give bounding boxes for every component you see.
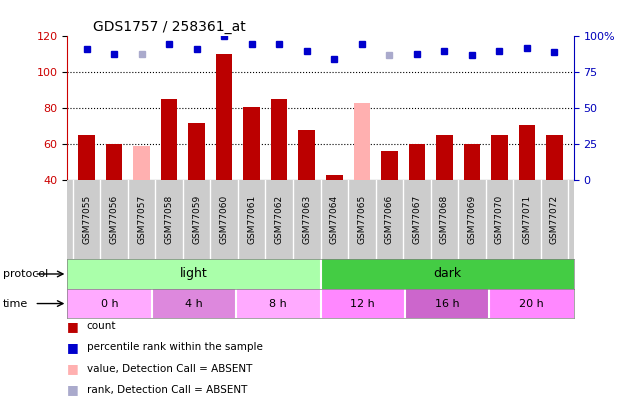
- Text: ■: ■: [67, 362, 79, 375]
- Bar: [236, 289, 320, 318]
- Bar: [381, 151, 397, 180]
- Text: GSM77064: GSM77064: [329, 195, 338, 244]
- Bar: [320, 289, 405, 318]
- Bar: [133, 146, 150, 180]
- Text: ■: ■: [67, 320, 79, 333]
- Bar: [271, 99, 287, 180]
- Bar: [67, 259, 320, 289]
- Text: GDS1757 / 258361_at: GDS1757 / 258361_at: [92, 20, 246, 34]
- Bar: [436, 135, 453, 180]
- Text: GSM77057: GSM77057: [137, 195, 146, 244]
- Text: percentile rank within the sample: percentile rank within the sample: [87, 343, 262, 352]
- Bar: [161, 99, 178, 180]
- Text: 20 h: 20 h: [519, 298, 544, 309]
- Text: ■: ■: [67, 341, 79, 354]
- Text: GSM77067: GSM77067: [412, 195, 421, 244]
- Text: time: time: [3, 298, 28, 309]
- Bar: [405, 289, 489, 318]
- Text: GSM77069: GSM77069: [467, 195, 476, 244]
- Bar: [326, 175, 342, 180]
- Text: GSM77061: GSM77061: [247, 195, 256, 244]
- Text: GSM77066: GSM77066: [385, 195, 394, 244]
- Bar: [463, 144, 480, 180]
- Text: GSM77065: GSM77065: [357, 195, 366, 244]
- Text: GSM77062: GSM77062: [275, 195, 284, 244]
- Text: GSM77060: GSM77060: [220, 195, 229, 244]
- Bar: [188, 123, 205, 180]
- Bar: [320, 259, 574, 289]
- Text: 4 h: 4 h: [185, 298, 203, 309]
- Bar: [408, 144, 425, 180]
- Bar: [152, 289, 236, 318]
- Text: count: count: [87, 322, 116, 331]
- Text: GSM77070: GSM77070: [495, 195, 504, 244]
- Text: light: light: [180, 267, 208, 281]
- Bar: [546, 135, 563, 180]
- Text: GSM77055: GSM77055: [82, 195, 91, 244]
- Text: GSM77071: GSM77071: [522, 195, 531, 244]
- Text: ■: ■: [67, 383, 79, 396]
- Text: GSM77063: GSM77063: [303, 195, 312, 244]
- Text: value, Detection Call = ABSENT: value, Detection Call = ABSENT: [87, 364, 252, 373]
- Text: 16 h: 16 h: [435, 298, 460, 309]
- Text: rank, Detection Call = ABSENT: rank, Detection Call = ABSENT: [87, 385, 247, 394]
- Bar: [519, 124, 535, 180]
- Text: 0 h: 0 h: [101, 298, 119, 309]
- Bar: [299, 130, 315, 180]
- Text: GSM77058: GSM77058: [165, 195, 174, 244]
- Text: GSM77072: GSM77072: [550, 195, 559, 244]
- Bar: [244, 107, 260, 180]
- Text: GSM77056: GSM77056: [110, 195, 119, 244]
- Bar: [67, 289, 152, 318]
- Text: dark: dark: [433, 267, 461, 281]
- Bar: [78, 135, 95, 180]
- Bar: [491, 135, 508, 180]
- Text: GSM77068: GSM77068: [440, 195, 449, 244]
- Text: 8 h: 8 h: [269, 298, 287, 309]
- Bar: [489, 289, 574, 318]
- Bar: [216, 54, 233, 180]
- Bar: [106, 144, 122, 180]
- Bar: [354, 103, 370, 180]
- Text: protocol: protocol: [3, 269, 49, 279]
- Text: GSM77059: GSM77059: [192, 195, 201, 244]
- Text: 12 h: 12 h: [351, 298, 375, 309]
